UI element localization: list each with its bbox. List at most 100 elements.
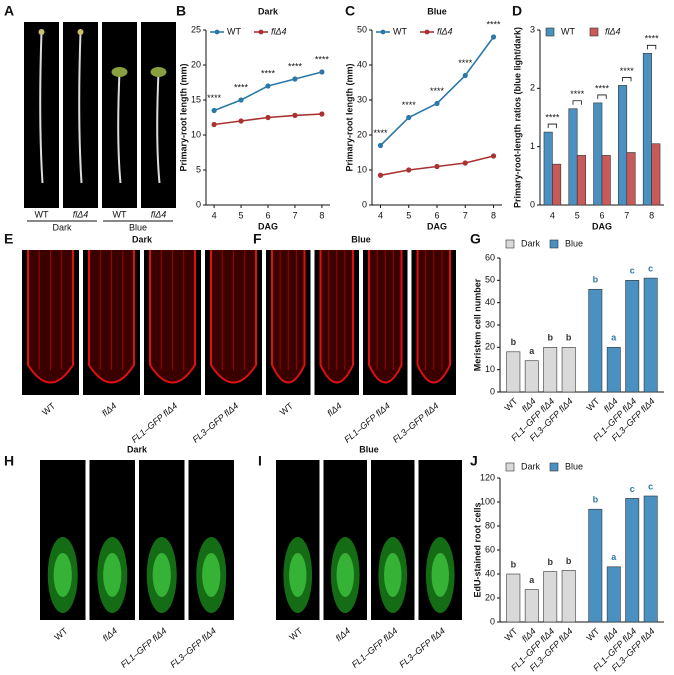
bar xyxy=(618,85,628,206)
significance: **** xyxy=(288,61,303,71)
data-point xyxy=(377,172,384,178)
edu-signal xyxy=(103,553,122,597)
image-label: flΔ4 xyxy=(151,209,167,219)
x-axis-label: DAG xyxy=(427,221,447,231)
legend-swatch xyxy=(549,239,559,249)
y-axis-label: EdU-stained root cells xyxy=(472,502,482,597)
x-tick-label: 5 xyxy=(575,210,580,220)
significance-letter: b xyxy=(593,275,599,285)
x-axis-label: DAG xyxy=(258,221,278,231)
bar xyxy=(576,155,586,206)
significance-letter: b xyxy=(511,559,517,569)
significance: **** xyxy=(373,128,388,138)
y-tick-label: 0 xyxy=(490,616,495,626)
image-label: WT xyxy=(52,625,70,642)
group-label: Blue xyxy=(129,222,147,232)
bar xyxy=(543,571,558,623)
bracket xyxy=(547,123,558,129)
x-tick-label: 8 xyxy=(491,210,496,220)
y-tick-label: 10 xyxy=(357,164,367,174)
significance: **** xyxy=(620,66,635,76)
significance-letter: a xyxy=(529,346,535,356)
x-tick-label: 4 xyxy=(378,210,383,220)
bracket xyxy=(646,44,657,50)
x-tick-label: WT xyxy=(584,626,601,643)
panel-title: Blue xyxy=(351,234,371,244)
image-label: FL1–GFP flΔ4 xyxy=(119,626,169,670)
y-tick-label: 40 xyxy=(485,568,495,578)
significance-letter: a xyxy=(611,552,617,562)
y-tick-label: 60 xyxy=(485,252,495,262)
image-label: FL3–GFP flΔ4 xyxy=(168,626,218,670)
y-tick-label: 40 xyxy=(485,297,495,307)
y-tick-label: 30 xyxy=(485,319,495,329)
chart-title: Blue xyxy=(427,6,447,16)
legend-label: Dark xyxy=(521,238,541,248)
legend-swatch xyxy=(545,27,555,37)
significance-letter: b xyxy=(566,556,572,566)
x-tick-label: 7 xyxy=(624,210,629,220)
panel-title: Dark xyxy=(127,444,148,454)
y-tick-label: 5 xyxy=(196,164,201,174)
legend-label: flΔ4 xyxy=(271,26,287,36)
bar xyxy=(643,495,658,623)
data-point xyxy=(377,142,384,149)
panel-letter: F xyxy=(253,231,262,247)
panel-letter: I xyxy=(258,453,262,469)
significance-letter: a xyxy=(611,333,617,343)
x-tick-label: 8 xyxy=(649,210,654,220)
bar xyxy=(588,508,603,623)
data-point xyxy=(319,111,325,117)
legend-swatch xyxy=(505,462,515,472)
y-axis-label: Primary-root-length ratios (blue light/d… xyxy=(512,27,522,208)
bar xyxy=(606,347,621,393)
x-tick-label: 7 xyxy=(292,210,297,220)
y-tick-label: 20 xyxy=(485,342,495,352)
data-point xyxy=(462,72,468,79)
significance: **** xyxy=(261,68,276,78)
bar xyxy=(625,498,640,623)
bar xyxy=(651,143,661,206)
y-tick-label: 10 xyxy=(485,364,495,374)
image-label: FL3–GFP flΔ4 xyxy=(190,401,240,445)
significance: **** xyxy=(234,82,249,92)
group-label: Dark xyxy=(52,222,72,232)
x-tick-label: 4 xyxy=(550,210,555,220)
y-tick-label: 1 xyxy=(530,141,535,151)
y-tick-label: 30 xyxy=(357,94,367,104)
legend-swatch xyxy=(214,29,220,35)
significance-letter: b xyxy=(593,495,599,505)
significance: **** xyxy=(570,89,585,99)
data-point xyxy=(490,153,497,159)
edu-signal xyxy=(336,553,354,597)
x-tick-label: 5 xyxy=(239,210,244,220)
panel-letter: J xyxy=(470,453,478,469)
significance-letter: c xyxy=(648,263,653,273)
legend-swatch xyxy=(589,27,599,37)
panel-letter: D xyxy=(512,3,522,19)
legend-label: WT xyxy=(227,26,241,36)
x-tick-label: 4 xyxy=(212,210,217,220)
bar xyxy=(568,108,578,206)
panel-letter: E xyxy=(4,231,13,247)
edu-signal xyxy=(289,553,307,597)
y-tick-label: 50 xyxy=(485,275,495,285)
image-label: flΔ4 xyxy=(73,209,89,219)
bar xyxy=(524,589,539,623)
seedling xyxy=(39,31,44,184)
significance: **** xyxy=(315,54,330,64)
y-tick-label: 20 xyxy=(485,592,495,602)
y-tick-label: 0 xyxy=(530,199,535,209)
x-tick-label: 6 xyxy=(434,210,439,220)
image-label: flΔ4 xyxy=(101,626,119,644)
panel-letter: A xyxy=(4,3,14,19)
significance-letter: b xyxy=(566,333,572,343)
x-tick-label: WT xyxy=(584,396,601,413)
legend-label: Dark xyxy=(521,461,541,471)
image-label: FL1–GFP flΔ4 xyxy=(342,401,392,445)
y-tick-label: 0 xyxy=(196,199,201,209)
legend-label: Blue xyxy=(565,238,583,248)
bar xyxy=(626,152,636,206)
significance: **** xyxy=(402,100,417,110)
